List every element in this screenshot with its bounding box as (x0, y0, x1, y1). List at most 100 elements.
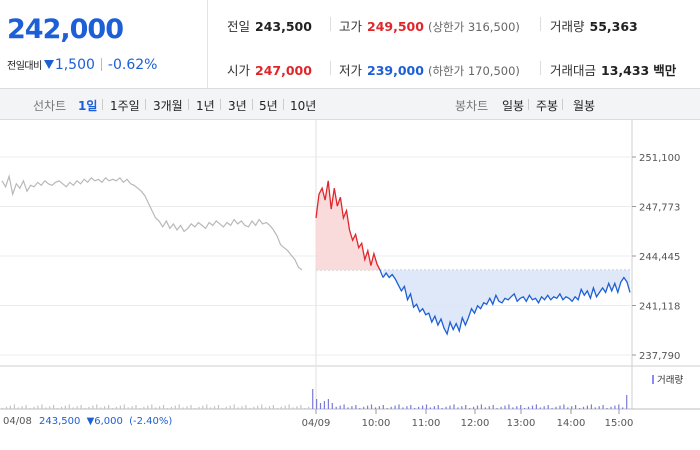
volume-bar (312, 389, 314, 409)
volume-bar (359, 408, 361, 409)
volume-bar (159, 406, 161, 409)
volume-bar (563, 404, 565, 409)
volume-bar (602, 405, 604, 409)
volume-bar (586, 405, 588, 409)
volume-bar (49, 406, 51, 409)
volume-bar (370, 404, 373, 409)
divider (540, 17, 541, 31)
chart-canvas: 251,100 247,773 244,445 241,118 237,790 04/09… (0, 120, 700, 429)
period-10-years[interactable]: 10년 (290, 99, 317, 113)
stat-label: 고가 (339, 19, 363, 34)
period-5-years[interactable]: 5년 (259, 99, 278, 113)
divider (562, 99, 563, 110)
volume-bar (2, 408, 4, 409)
info-down-icon: ▼ (86, 416, 95, 427)
volume-bar (414, 408, 416, 409)
volume-bar (272, 405, 274, 409)
volume-bar (261, 404, 263, 409)
volume-bar (461, 406, 463, 409)
info-percent: (-2.40%) (129, 416, 173, 427)
volume-bar (108, 405, 110, 409)
volume-bar (614, 405, 616, 409)
volume-bar (437, 405, 439, 409)
volume-bar (25, 405, 27, 409)
volume-bar (29, 408, 31, 409)
volume-bar (473, 406, 475, 409)
candle-monthly[interactable]: 월봉 (573, 99, 596, 113)
volume-bar (182, 407, 184, 409)
volume-bar (64, 405, 66, 409)
volume-bar (147, 405, 149, 409)
volume-bar (559, 405, 561, 409)
volume-bar (190, 405, 192, 409)
info-date: 04/08 (3, 416, 32, 427)
info-change: 6,000 (94, 416, 123, 427)
volume-bar (367, 405, 369, 409)
period-1-week[interactable]: 1주일 (110, 99, 140, 113)
divider (330, 61, 331, 75)
volume-bar (174, 405, 176, 409)
prev-day-info: 04/08 243,500 ▼6,000 (-2.40%) (3, 416, 172, 427)
volume-bar (575, 405, 577, 409)
y-tick-label: 244,445 (639, 252, 680, 263)
candle-weekly[interactable]: 주봉 (536, 99, 559, 113)
volume-bar (429, 407, 431, 409)
volume-bar (535, 404, 537, 409)
volume-bar (504, 405, 506, 409)
x-tick-label: 15:00 (605, 418, 634, 429)
volume-bar (531, 405, 534, 409)
divider (145, 99, 146, 110)
volume-bar (151, 404, 153, 409)
volume-bar (390, 406, 392, 409)
volume-bar (626, 395, 628, 409)
volume-bar (406, 406, 408, 409)
volume-bar (96, 404, 98, 409)
volume-bar (524, 408, 526, 409)
volume-bar (398, 404, 400, 409)
volume-bar (268, 406, 271, 409)
volume-bar (210, 407, 212, 409)
volume-label: 거래량 (657, 375, 684, 386)
volume-bar (143, 406, 145, 409)
candle-chart-label: 봉차트 (455, 99, 489, 113)
volume-bar (127, 407, 129, 409)
stat-volume: 거래량 55,363 (550, 16, 638, 35)
volume-bar (80, 405, 82, 409)
volume-bar (457, 407, 459, 409)
price-chart[interactable]: 251,100 247,773 244,445 241,118 237,790 04/09… (0, 120, 700, 450)
current-price-box: 242,000 전일대비 1,500 -0.62% (0, 0, 208, 88)
stat-label: 거래량 (550, 19, 585, 34)
volume-bar (418, 406, 420, 409)
series-04-09-above-ref-line (315, 180, 381, 271)
volume-bar (88, 406, 90, 409)
candle-daily[interactable]: 일봉 (502, 99, 525, 113)
period-1-year[interactable]: 1년 (196, 99, 215, 113)
change-row: 전일대비 1,500 -0.62% (7, 54, 157, 73)
stat-label: 거래대금 (550, 63, 597, 78)
chart-period-toolbar: 선차트 1일 1주일 3개월 1년 3년 5년 10년 봉차트 일봉 주봉 월봉 (0, 89, 700, 120)
stat-trade-amount: 거래대금 13,433 백만 (550, 60, 676, 79)
y-tick-label: 247,773 (639, 203, 680, 214)
volume-bar (378, 406, 380, 409)
volume-bar (410, 405, 412, 409)
volume-bar (53, 405, 55, 409)
volume-bar (449, 405, 451, 409)
volume-bar (155, 407, 157, 409)
quote-header: 242,000 전일대비 1,500 -0.62% 전일 243,500 고가 249,… (0, 0, 700, 89)
stat-high: 고가 249,500 (상한가 316,500) (339, 16, 520, 35)
lower-limit: (하한가 170,500) (427, 64, 520, 78)
period-1-day[interactable]: 1일 (78, 99, 98, 113)
volume-bar (280, 406, 282, 409)
volume-bar (327, 399, 329, 409)
period-3-years[interactable]: 3년 (228, 99, 247, 113)
volume-bar (543, 406, 545, 409)
volume-bar (308, 406, 310, 409)
x-tick-label: 11:00 (412, 418, 441, 429)
volume-bar (60, 406, 63, 409)
period-3-months[interactable]: 3개월 (153, 99, 183, 113)
stat-value: 55,363 (589, 19, 638, 34)
volume-bar (382, 405, 384, 409)
upper-limit: (상한가 316,500) (427, 20, 520, 34)
divider (252, 99, 253, 110)
divider (330, 17, 331, 31)
